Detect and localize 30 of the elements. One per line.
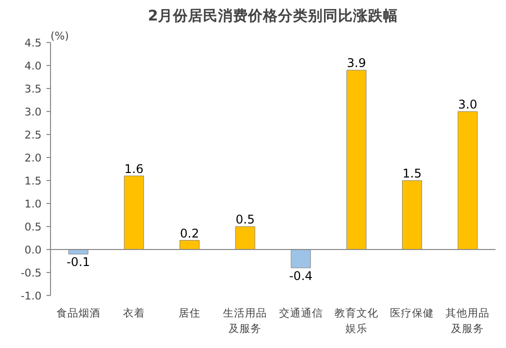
data-label: 0.2 [180,226,200,240]
x-tick-label: 其他用品及服务 [446,306,490,336]
x-tick-label: 居住 [178,306,201,320]
y-tick-label: 1.0 [24,198,42,210]
y-tick-label: 2.0 [24,152,42,164]
y-tick-label: 3.0 [24,106,42,118]
y-tick-label: 4.0 [24,60,42,72]
data-label: -0.4 [289,268,313,283]
data-label: 3.0 [458,98,478,112]
y-tick-label: 2.5 [24,128,42,142]
data-label: 1.6 [124,162,144,176]
x-tick-label: 生活用品及服务 [223,306,268,336]
y-tick-label: -1.0 [20,290,42,302]
data-label: -0.1 [66,255,90,270]
y-tick-label: 3.5 [24,82,42,96]
chart-title: 2月份居民消费价格分类别同比涨跌幅 [148,8,398,24]
y-tick-label: 0.5 [24,220,42,234]
data-label: 0.5 [236,212,255,226]
data-label: 3.9 [346,56,366,70]
x-tick-label: 衣着 [122,306,145,320]
data-label: 1.5 [402,166,422,180]
x-tick-label: 医疗保健 [390,306,434,320]
y-axis-title: (%) [50,30,69,42]
y-tick-label: 0.0 [24,244,42,256]
y-tick-label: 4.5 [24,36,42,50]
x-tick-label: 教育文化娱乐 [334,306,378,336]
y-tick-label: 1.5 [24,174,42,188]
y-tick-label: -0.5 [20,266,42,280]
x-tick-label: 交通通信 [278,306,323,320]
x-tick-label: 食品烟酒 [56,306,100,320]
